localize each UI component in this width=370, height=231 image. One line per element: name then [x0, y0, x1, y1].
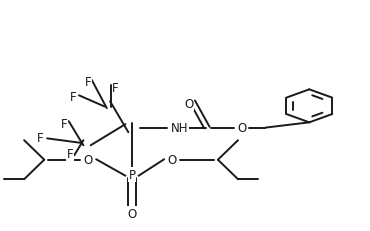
- Text: P: P: [128, 168, 135, 181]
- Text: O: O: [127, 207, 137, 220]
- Text: O: O: [168, 154, 177, 167]
- Text: O: O: [184, 98, 193, 111]
- Text: O: O: [84, 154, 93, 167]
- Text: F: F: [85, 75, 91, 88]
- Text: F: F: [67, 147, 73, 160]
- Text: F: F: [37, 132, 44, 145]
- Text: F: F: [70, 90, 77, 103]
- Text: F: F: [112, 81, 119, 94]
- Text: NH: NH: [170, 122, 188, 134]
- Text: O: O: [237, 122, 246, 134]
- Text: F: F: [61, 117, 68, 130]
